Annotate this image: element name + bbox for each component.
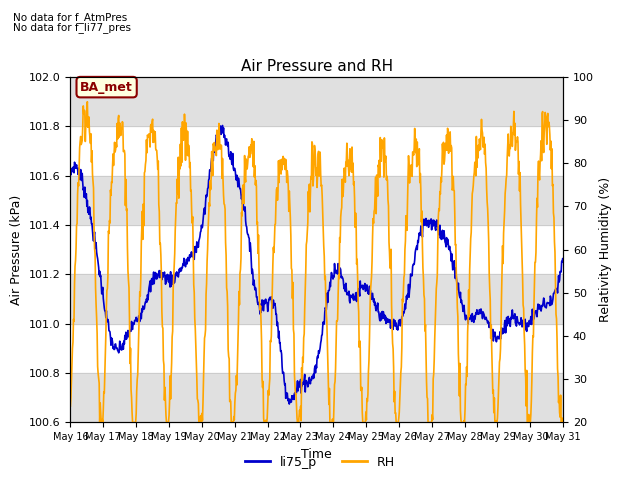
Bar — [70, 274, 563, 324]
Text: BA_met: BA_met — [80, 81, 133, 94]
Y-axis label: Relativity Humidity (%): Relativity Humidity (%) — [600, 177, 612, 322]
X-axis label: Time: Time — [301, 448, 332, 461]
Title: Air Pressure and RH: Air Pressure and RH — [241, 59, 393, 74]
Text: No data for f_AtmPres: No data for f_AtmPres — [13, 12, 127, 23]
Y-axis label: Air Pressure (kPa): Air Pressure (kPa) — [10, 194, 24, 305]
Bar — [70, 77, 563, 126]
Bar — [70, 176, 563, 225]
Bar — [70, 373, 563, 422]
Text: No data for f_li77_pres: No data for f_li77_pres — [13, 22, 131, 33]
Legend: li75_p, RH: li75_p, RH — [240, 451, 400, 474]
